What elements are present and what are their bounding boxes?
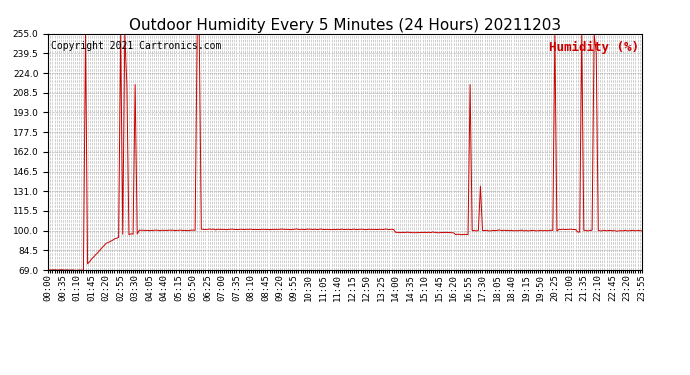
Text: Copyright 2021 Cartronics.com: Copyright 2021 Cartronics.com [51, 41, 221, 51]
Title: Outdoor Humidity Every 5 Minutes (24 Hours) 20211203: Outdoor Humidity Every 5 Minutes (24 Hou… [129, 18, 561, 33]
Text: Humidity (%): Humidity (%) [549, 41, 639, 54]
